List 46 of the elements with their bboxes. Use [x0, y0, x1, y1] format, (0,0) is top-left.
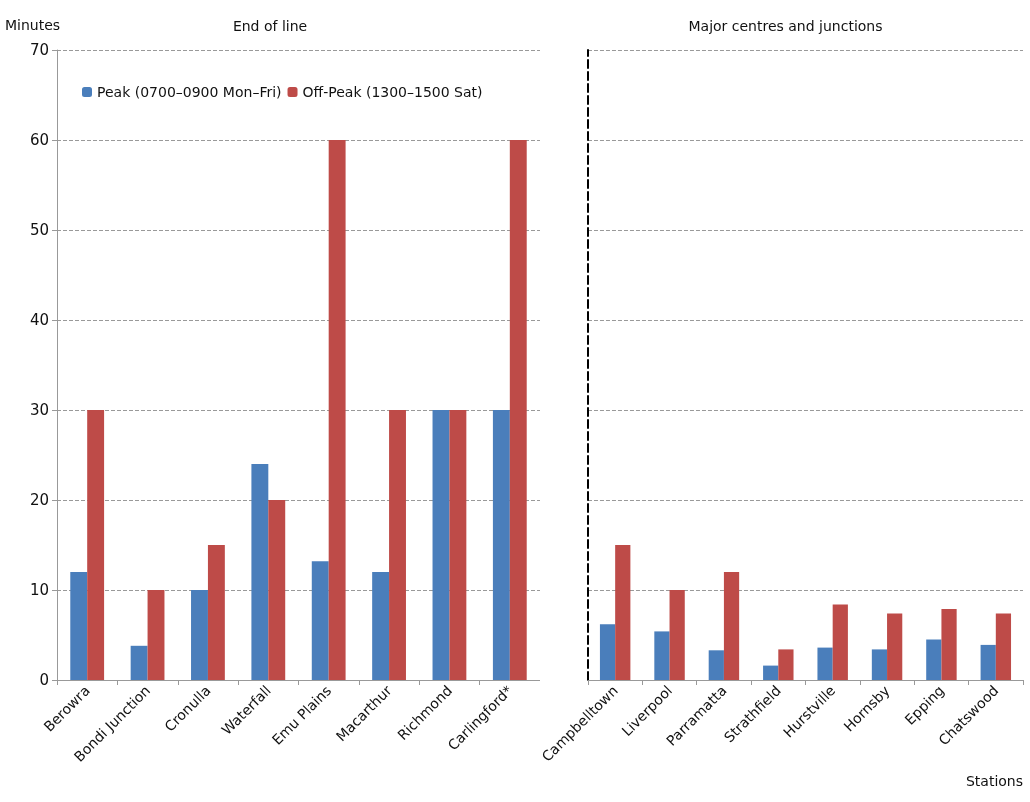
y-tick-label: 60 — [29, 131, 49, 149]
y-tick-label: 30 — [29, 401, 49, 419]
chart-title: End of line — [232, 18, 308, 34]
bar — [130, 645, 148, 680]
bar — [669, 590, 685, 680]
bar — [191, 590, 208, 680]
bar — [432, 410, 450, 680]
y-tick-label: 20 — [29, 491, 49, 509]
y-tick-label: 0 — [39, 671, 49, 689]
y-tick-label: 70 — [29, 41, 49, 59]
bar — [832, 604, 848, 680]
x-axis-title: Stations — [965, 773, 1023, 789]
bar — [70, 572, 88, 680]
bar — [925, 639, 941, 680]
bar — [940, 608, 957, 680]
bar — [251, 464, 269, 680]
legend-label: Peak (0700–0900 Mon–Fri) — [97, 84, 282, 100]
bar — [708, 650, 724, 680]
bar — [777, 649, 794, 680]
bar — [599, 624, 615, 680]
y-axis-title: Minutes — [5, 17, 61, 33]
bar — [268, 500, 286, 680]
bar — [311, 561, 329, 680]
bar — [449, 410, 467, 680]
bar — [723, 572, 739, 680]
y-tick-label: 50 — [29, 221, 49, 239]
bar — [871, 649, 887, 680]
legend-label: Off-Peak (1300–1500 Sat) — [302, 84, 483, 100]
bar — [980, 644, 996, 680]
bar — [328, 140, 346, 680]
bar — [762, 665, 778, 680]
bar — [816, 647, 833, 680]
bar — [509, 140, 527, 680]
bar — [147, 590, 165, 680]
bar — [886, 613, 902, 680]
bar — [492, 410, 510, 680]
chart-title: Major centres and junctions — [687, 18, 883, 34]
y-tick-label: 40 — [29, 311, 49, 329]
bar — [87, 410, 105, 680]
y-tick-label: 10 — [29, 581, 49, 599]
bar — [653, 631, 670, 680]
bar — [372, 572, 390, 680]
bar — [207, 545, 225, 680]
bar — [614, 545, 630, 680]
bar — [389, 410, 406, 680]
bar — [995, 613, 1011, 680]
